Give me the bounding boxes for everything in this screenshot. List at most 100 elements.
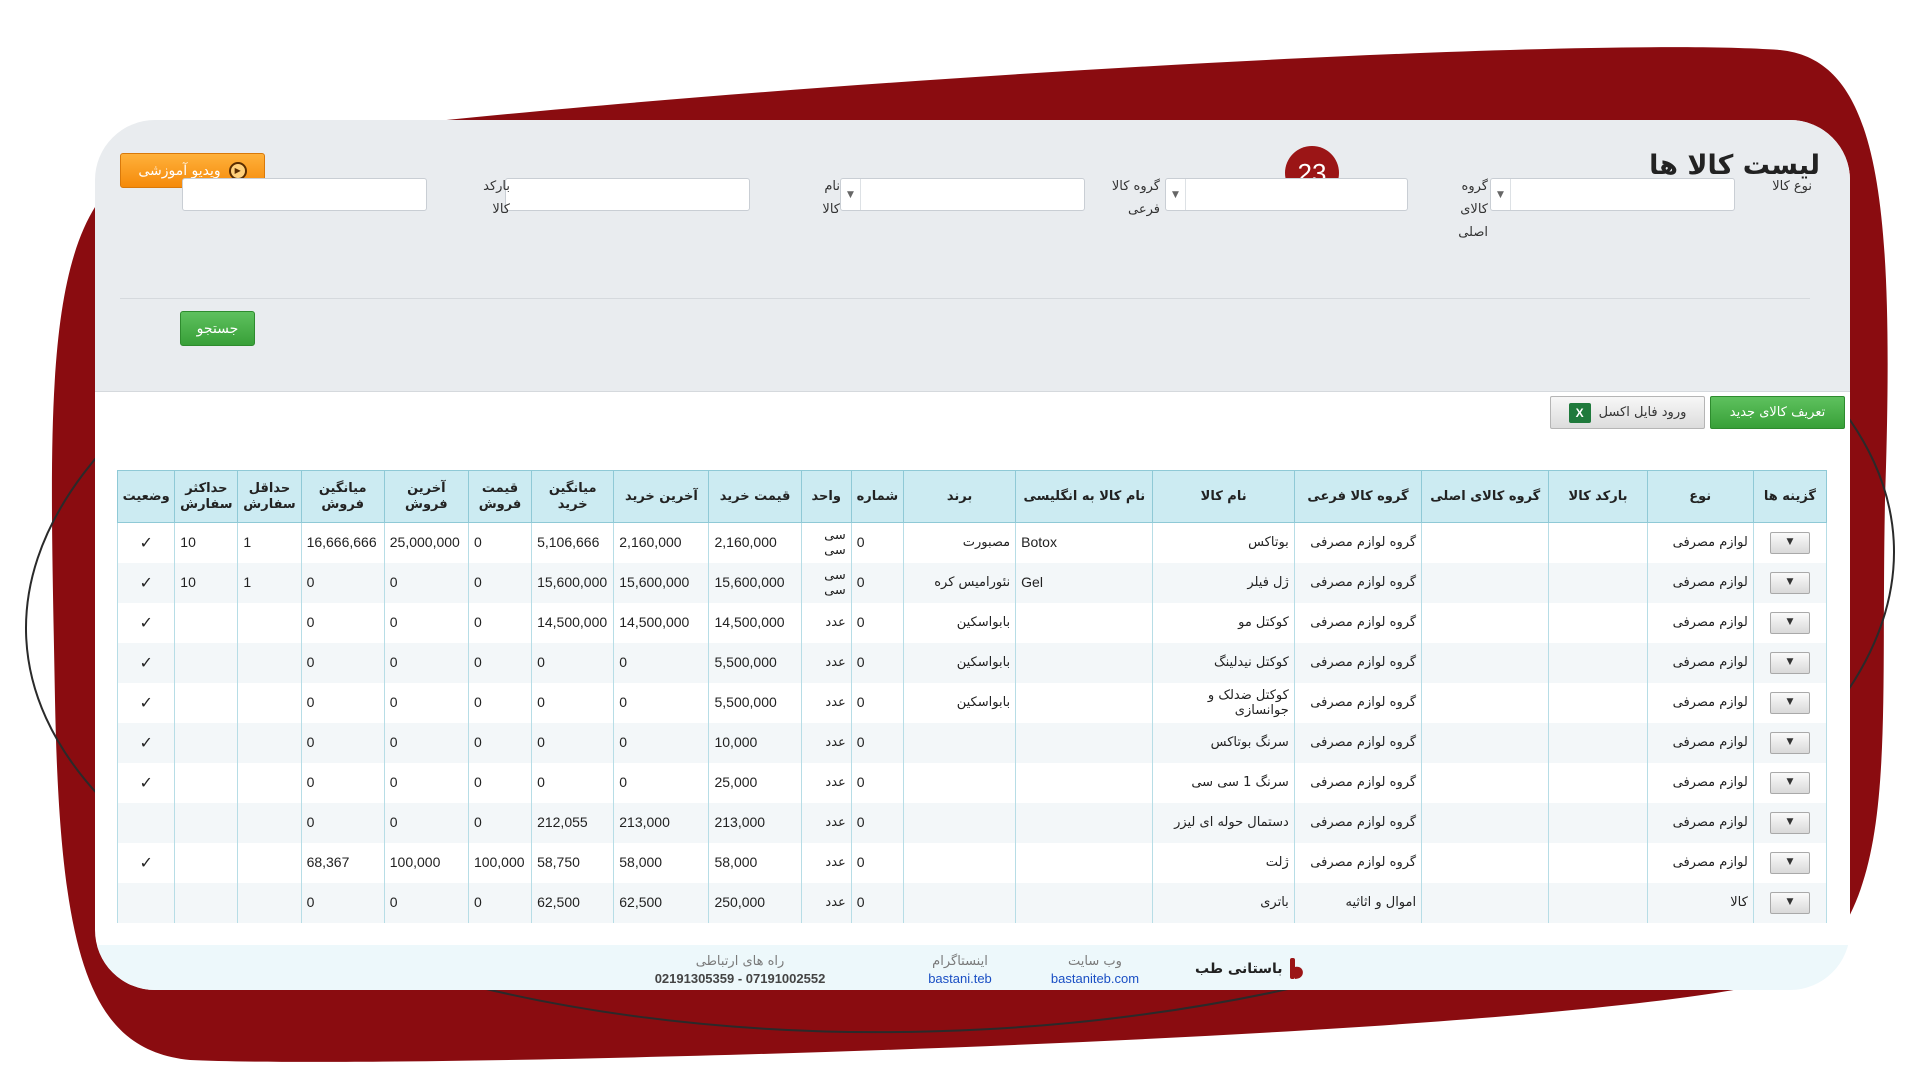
cell-type: لوازم مصرفی (1646, 762, 1754, 803)
main-group-filter-select[interactable]: ▼ (1165, 178, 1408, 211)
row-options-cell: ▼ (1752, 762, 1828, 803)
cell-last-sell: 0 (383, 722, 469, 763)
column-header: نوع (1646, 470, 1754, 523)
table-row[interactable]: ▼ لوازم مصرفی گروه لوازم مصرفی سرنگ بوتاکس 0… (116, 722, 1828, 763)
cell-buy-price: 5,500,000 (708, 682, 802, 723)
cell-avg-sell: 0 (300, 602, 385, 643)
row-options-button[interactable]: ▼ (1769, 851, 1810, 874)
cell-status: ✓ (116, 842, 176, 883)
column-header: آخرین خرید (613, 470, 710, 523)
row-options-button[interactable]: ▼ (1769, 691, 1810, 714)
barcode-filter-input[interactable] (182, 178, 427, 211)
search-button[interactable]: جستجو (180, 311, 255, 346)
cell-type: لوازم مصرفی (1646, 842, 1754, 883)
cell-unit: عدد (800, 762, 852, 803)
row-options-button[interactable]: ▼ (1769, 571, 1810, 594)
cell-last-buy: 58,000 (613, 842, 710, 883)
column-header: حداکثر سفارش (174, 470, 239, 523)
cell-min-order (237, 802, 302, 843)
footer-instagram-link[interactable]: bastani.teb (928, 971, 992, 986)
row-options-button[interactable]: ▼ (1769, 811, 1810, 834)
cell-last-buy: 0 (613, 682, 710, 723)
cell-avg-buy: 0 (531, 682, 615, 723)
cell-avg-sell: 0 (300, 722, 385, 763)
cell-avg-sell: 0 (300, 762, 385, 803)
cell-last-buy: 0 (613, 642, 710, 683)
table-row[interactable]: ▼ لوازم مصرفی گروه لوازم مصرفی کوکتل نیدلین… (116, 642, 1828, 683)
cell-brand (902, 842, 1017, 883)
footer-brand: باستانی طب (1195, 957, 1307, 981)
cell-max-order: 10 (174, 562, 239, 603)
cell-avg-sell: 16,666,666 (300, 522, 385, 563)
items-table: گزینه ها نوع بارکد کالا گروه کالای اصلی گروه… (116, 470, 1828, 923)
new-item-button[interactable]: تعریف کالای جدید (1710, 396, 1845, 429)
footer-contact: راه های ارتباطی 07191002552 - 0219130535… (625, 953, 855, 987)
cell-min-order (237, 722, 302, 763)
cell-sell-price: 0 (467, 722, 533, 763)
cell-barcode (1548, 562, 1648, 603)
column-header: بارکد کالا (1548, 470, 1648, 523)
table-row[interactable]: ▼ لوازم مصرفی گروه لوازم مصرفی دستمال حوله … (116, 802, 1828, 843)
caret-down-icon: ▼ (1786, 857, 1794, 867)
cell-avg-sell: 68,367 (300, 842, 385, 883)
import-excel-label: ورود فایل اکسل (1598, 405, 1687, 420)
row-options-cell: ▼ (1752, 842, 1828, 883)
cell-unit: سی سی (800, 562, 852, 603)
row-options-button[interactable]: ▼ (1769, 651, 1810, 674)
cell-name: بوتاکس (1152, 522, 1295, 563)
row-options-button[interactable]: ▼ (1769, 891, 1810, 914)
column-header: میانگین خرید (531, 470, 615, 523)
cell-sub-group: گروه لوازم مصرفی (1293, 562, 1423, 603)
footer-brand-name: باستانی طب (1195, 961, 1283, 977)
cell-status: ✓ (116, 682, 176, 723)
cell-max-order (174, 882, 239, 923)
cell-status (116, 882, 176, 923)
cell-max-order: 10 (174, 522, 239, 563)
cell-name-en (1015, 802, 1154, 843)
cell-main-group (1421, 562, 1550, 603)
cell-sell-price: 0 (467, 602, 533, 643)
cell-sub-group: گروه لوازم مصرفی (1293, 842, 1423, 883)
cell-status (116, 802, 176, 843)
cell-number: 0 (850, 522, 904, 563)
cell-sell-price: 0 (467, 522, 533, 563)
row-options-button[interactable]: ▼ (1769, 611, 1810, 634)
row-options-button[interactable]: ▼ (1769, 731, 1810, 754)
cell-min-order: 1 (237, 562, 302, 603)
cell-barcode (1548, 682, 1648, 723)
cell-unit: عدد (800, 882, 852, 923)
cell-avg-buy: 14,500,000 (531, 602, 615, 643)
name-filter-input[interactable] (505, 178, 750, 211)
table-row[interactable]: ▼ لوازم مصرفی گروه لوازم مصرفی ژل فیلر Gel نئ… (116, 562, 1828, 603)
column-header: حداقل سفارش (237, 470, 302, 523)
cell-number: 0 (850, 562, 904, 603)
cell-max-order (174, 802, 239, 843)
cell-barcode (1548, 842, 1648, 883)
table-row[interactable]: ▼ لوازم مصرفی گروه لوازم مصرفی کوکتل ضدلک و… (116, 682, 1828, 723)
main-group-filter-label: گروه کالای اصلی (1458, 179, 1488, 240)
table-row[interactable]: ▼ کالا اموال و اثاثیه باتری 0 عدد 250,000 62,50… (116, 882, 1828, 923)
row-options-button[interactable]: ▼ (1769, 771, 1810, 794)
excel-icon: X (1568, 402, 1591, 423)
cell-avg-buy: 15,600,000 (531, 562, 615, 603)
import-excel-button[interactable]: ورود فایل اکسل X (1550, 396, 1705, 429)
app-window: لیست کالا ها 23 ▶ ویدیو آموزشی نوع کالا … (95, 120, 1850, 990)
footer-website-link[interactable]: bastaniteb.com (1050, 971, 1140, 986)
row-options-cell: ▼ (1752, 882, 1828, 923)
table-row[interactable]: ▼ لوازم مصرفی گروه لوازم مصرفی کوکتل مو بابو… (116, 602, 1828, 643)
filter-panel: لیست کالا ها 23 ▶ ویدیو آموزشی نوع کالا … (95, 120, 1850, 392)
row-options-button[interactable]: ▼ (1769, 531, 1810, 554)
table-row[interactable]: ▼ لوازم مصرفی گروه لوازم مصرفی ژلت 0 عدد 58,00… (116, 842, 1828, 883)
name-filter-label: نام کالا (822, 179, 840, 217)
cell-brand (902, 762, 1017, 803)
sub-group-filter-select[interactable]: ▼ (840, 178, 1085, 211)
table-row[interactable]: ▼ لوازم مصرفی گروه لوازم مصرفی بوتاکس Botox م… (116, 522, 1828, 563)
type-filter-label: نوع کالا (1772, 179, 1812, 194)
cell-type: لوازم مصرفی (1646, 602, 1754, 643)
cell-main-group (1421, 842, 1550, 883)
caret-down-icon: ▼ (1786, 737, 1794, 747)
caret-down-icon: ▼ (1786, 537, 1794, 548)
type-filter-select[interactable]: ▼ (1490, 178, 1735, 211)
table-row[interactable]: ▼ لوازم مصرفی گروه لوازم مصرفی سرنگ 1 سی سی… (116, 762, 1828, 803)
